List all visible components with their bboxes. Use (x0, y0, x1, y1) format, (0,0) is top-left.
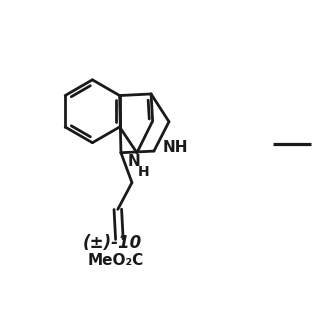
Text: MeO₂C: MeO₂C (88, 253, 144, 268)
Text: NH: NH (163, 140, 188, 155)
Text: N: N (128, 154, 141, 169)
Text: H: H (138, 165, 150, 179)
Text: (±)-10: (±)-10 (83, 234, 142, 252)
